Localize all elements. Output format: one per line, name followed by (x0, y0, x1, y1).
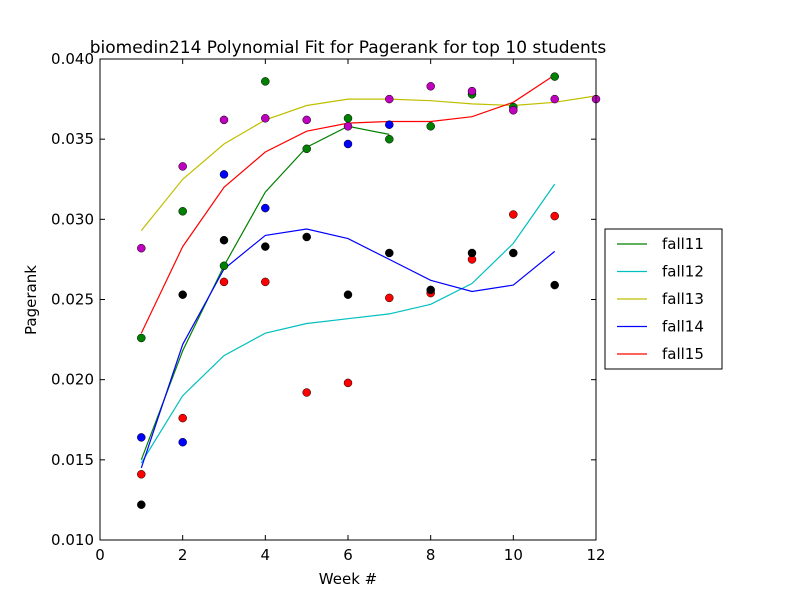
data-point-3-9 (509, 210, 518, 219)
y-axis: 0.010 0.015 0.020 0.025 0.030 0.035 0.040 (51, 50, 596, 549)
data-point-1-6 (385, 94, 394, 104)
data-point-1-7 (426, 82, 435, 91)
x-tick-label: 8 (426, 546, 436, 564)
data-point-3-5 (343, 378, 353, 388)
x-axis-label: Week # (319, 570, 377, 588)
data-point-0-6 (385, 134, 394, 144)
chart-title: biomedin214 Polynomial Fit for Pagerank … (90, 38, 607, 58)
x-tick-label: 2 (178, 546, 188, 564)
data-point-1-0 (137, 243, 146, 253)
data-points (137, 72, 601, 509)
data-point-0-10 (550, 72, 559, 81)
y-tick-label: 0.015 (51, 451, 94, 469)
data-point-0-0 (137, 333, 146, 343)
data-point-4-3 (261, 242, 270, 251)
data-point-4-0 (137, 500, 146, 509)
data-point-4-9 (509, 248, 518, 258)
data-point-3-0 (137, 470, 146, 479)
data-point-4-6 (385, 248, 394, 258)
data-point-0-1 (178, 207, 187, 216)
y-tick-label: 0.010 (51, 531, 94, 549)
y-tick-label: 0.020 (51, 371, 94, 389)
data-point-3-2 (219, 277, 229, 287)
y-axis-label: Pagerank (22, 265, 40, 335)
y-tick-label: 0.040 (51, 50, 94, 68)
data-point-4-2 (219, 235, 229, 245)
data-point-1-3 (261, 114, 270, 123)
y-tick-label: 0.035 (51, 130, 94, 148)
data-point-4-1 (178, 290, 187, 299)
data-point-1-1 (178, 162, 187, 171)
fit-line-fall13 (140, 95, 597, 231)
data-point-4-5 (343, 290, 353, 299)
data-point-4-10 (550, 280, 559, 290)
data-point-3-6 (385, 293, 394, 303)
x-tick-label: 10 (504, 546, 523, 564)
x-tick-label: 12 (586, 546, 605, 564)
x-axis: 0 2 4 6 8 10 12 (95, 59, 606, 564)
fit-line-fall14 (140, 228, 556, 469)
plot-area (99, 58, 601, 541)
data-point-0-4 (302, 144, 311, 154)
data-point-1-2 (219, 115, 229, 125)
legend-label-fall13: fall13 (662, 290, 704, 308)
data-point-1-4 (302, 115, 311, 125)
data-point-2-2 (219, 170, 229, 179)
y-tick-label: 0.025 (51, 291, 94, 309)
data-point-1-5 (343, 122, 353, 131)
data-point-4-8 (467, 248, 477, 258)
data-point-0-5 (343, 114, 353, 123)
data-point-1-10 (550, 94, 559, 104)
data-point-2-4 (343, 139, 353, 149)
data-point-2-5 (385, 120, 394, 129)
legend: fall11 fall12 fall13 fall14 fall15 (604, 228, 723, 370)
data-point-1-9 (509, 106, 518, 115)
data-point-1-8 (467, 86, 477, 96)
data-point-0-2 (219, 261, 229, 271)
y-tick-label: 0.030 (51, 210, 94, 228)
data-point-3-10 (550, 211, 559, 221)
legend-label-fall14: fall14 (662, 318, 704, 336)
data-point-4-7 (426, 285, 435, 295)
legend-label-fall15: fall15 (662, 345, 704, 363)
plot-frame (100, 59, 596, 540)
data-point-3-1 (178, 413, 187, 423)
data-point-2-3 (261, 203, 270, 213)
x-tick-label: 0 (95, 546, 105, 564)
data-point-4-4 (302, 232, 311, 242)
data-point-3-4 (302, 388, 311, 397)
fit-line-fall12 (140, 183, 556, 464)
data-point-3-3 (261, 277, 270, 287)
x-tick-label: 6 (343, 546, 353, 564)
data-point-2-0 (137, 433, 146, 442)
data-point-0-3 (261, 77, 270, 86)
legend-label-fall12: fall12 (662, 263, 704, 281)
data-point-0-7 (426, 122, 435, 131)
x-tick-label: 4 (261, 546, 271, 564)
data-point-2-1 (178, 437, 187, 447)
legend-label-fall11: fall11 (662, 235, 704, 253)
